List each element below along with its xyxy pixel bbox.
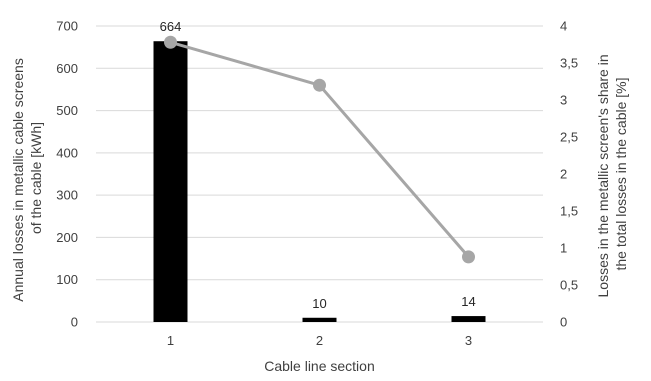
y2-tick-label: 2 — [560, 167, 567, 182]
left-axis-ticks: 0 100 200 300 400 500 600 700 — [56, 19, 78, 330]
y2-axis-title-line-2: the total losses in the cable [%] — [613, 78, 629, 271]
y-axis-title-line-1: Annual losses in metallic cable screens — [10, 58, 26, 302]
x-tick-label: 2 — [316, 333, 323, 348]
y-tick-label: 600 — [56, 61, 78, 76]
x-axis-title: Cable line section — [264, 358, 375, 374]
y2-tick-label: 2,5 — [560, 130, 578, 145]
x-tick-label: 1 — [167, 333, 174, 348]
line-point — [462, 250, 475, 264]
line-point — [164, 35, 177, 49]
y-tick-label: 700 — [56, 19, 78, 34]
line-point — [313, 78, 326, 92]
right-axis-ticks: 0 0,5 1 1,5 2 2,5 3 3,5 4 — [560, 19, 578, 330]
y2-tick-label: 1,5 — [560, 204, 578, 219]
bar — [302, 317, 337, 322]
bar-data-label: 14 — [461, 294, 475, 309]
y2-tick-label: 0 — [560, 315, 567, 330]
bar-series — [153, 41, 486, 322]
bar-data-label: 664 — [160, 19, 182, 34]
y-tick-label: 400 — [56, 145, 78, 160]
bar-data-labels: 664 10 14 — [160, 19, 476, 311]
bar — [451, 316, 486, 322]
y2-axis-title-line-1: Losses in the metallic screen's share in — [595, 54, 611, 297]
y-axis-title: Annual losses in metallic cable screens … — [10, 54, 44, 301]
y2-tick-label: 3 — [560, 93, 567, 108]
y-tick-label: 300 — [56, 188, 78, 203]
y2-tick-label: 0,5 — [560, 278, 578, 293]
y-tick-label: 100 — [56, 272, 78, 287]
line-series — [164, 35, 475, 264]
y-tick-label: 200 — [56, 230, 78, 245]
y2-tick-label: 1 — [560, 241, 567, 256]
bar — [153, 41, 188, 322]
axis-titles: Cable line section Annual losses in meta… — [10, 50, 629, 374]
x-tick-label: 3 — [465, 333, 472, 348]
y-axis-title-line-2: of the cable [kWh] — [28, 122, 44, 234]
y2-axis-title: Losses in the metallic screen's share in… — [595, 50, 629, 297]
series-line — [170, 40, 470, 258]
y2-tick-label: 3,5 — [560, 56, 578, 71]
y-tick-label: 0 — [71, 315, 78, 330]
y2-tick-label: 4 — [560, 19, 567, 34]
y-tick-label: 500 — [56, 103, 78, 118]
x-axis-ticks: 1 2 3 — [167, 333, 472, 348]
bar-data-label: 10 — [312, 296, 326, 311]
